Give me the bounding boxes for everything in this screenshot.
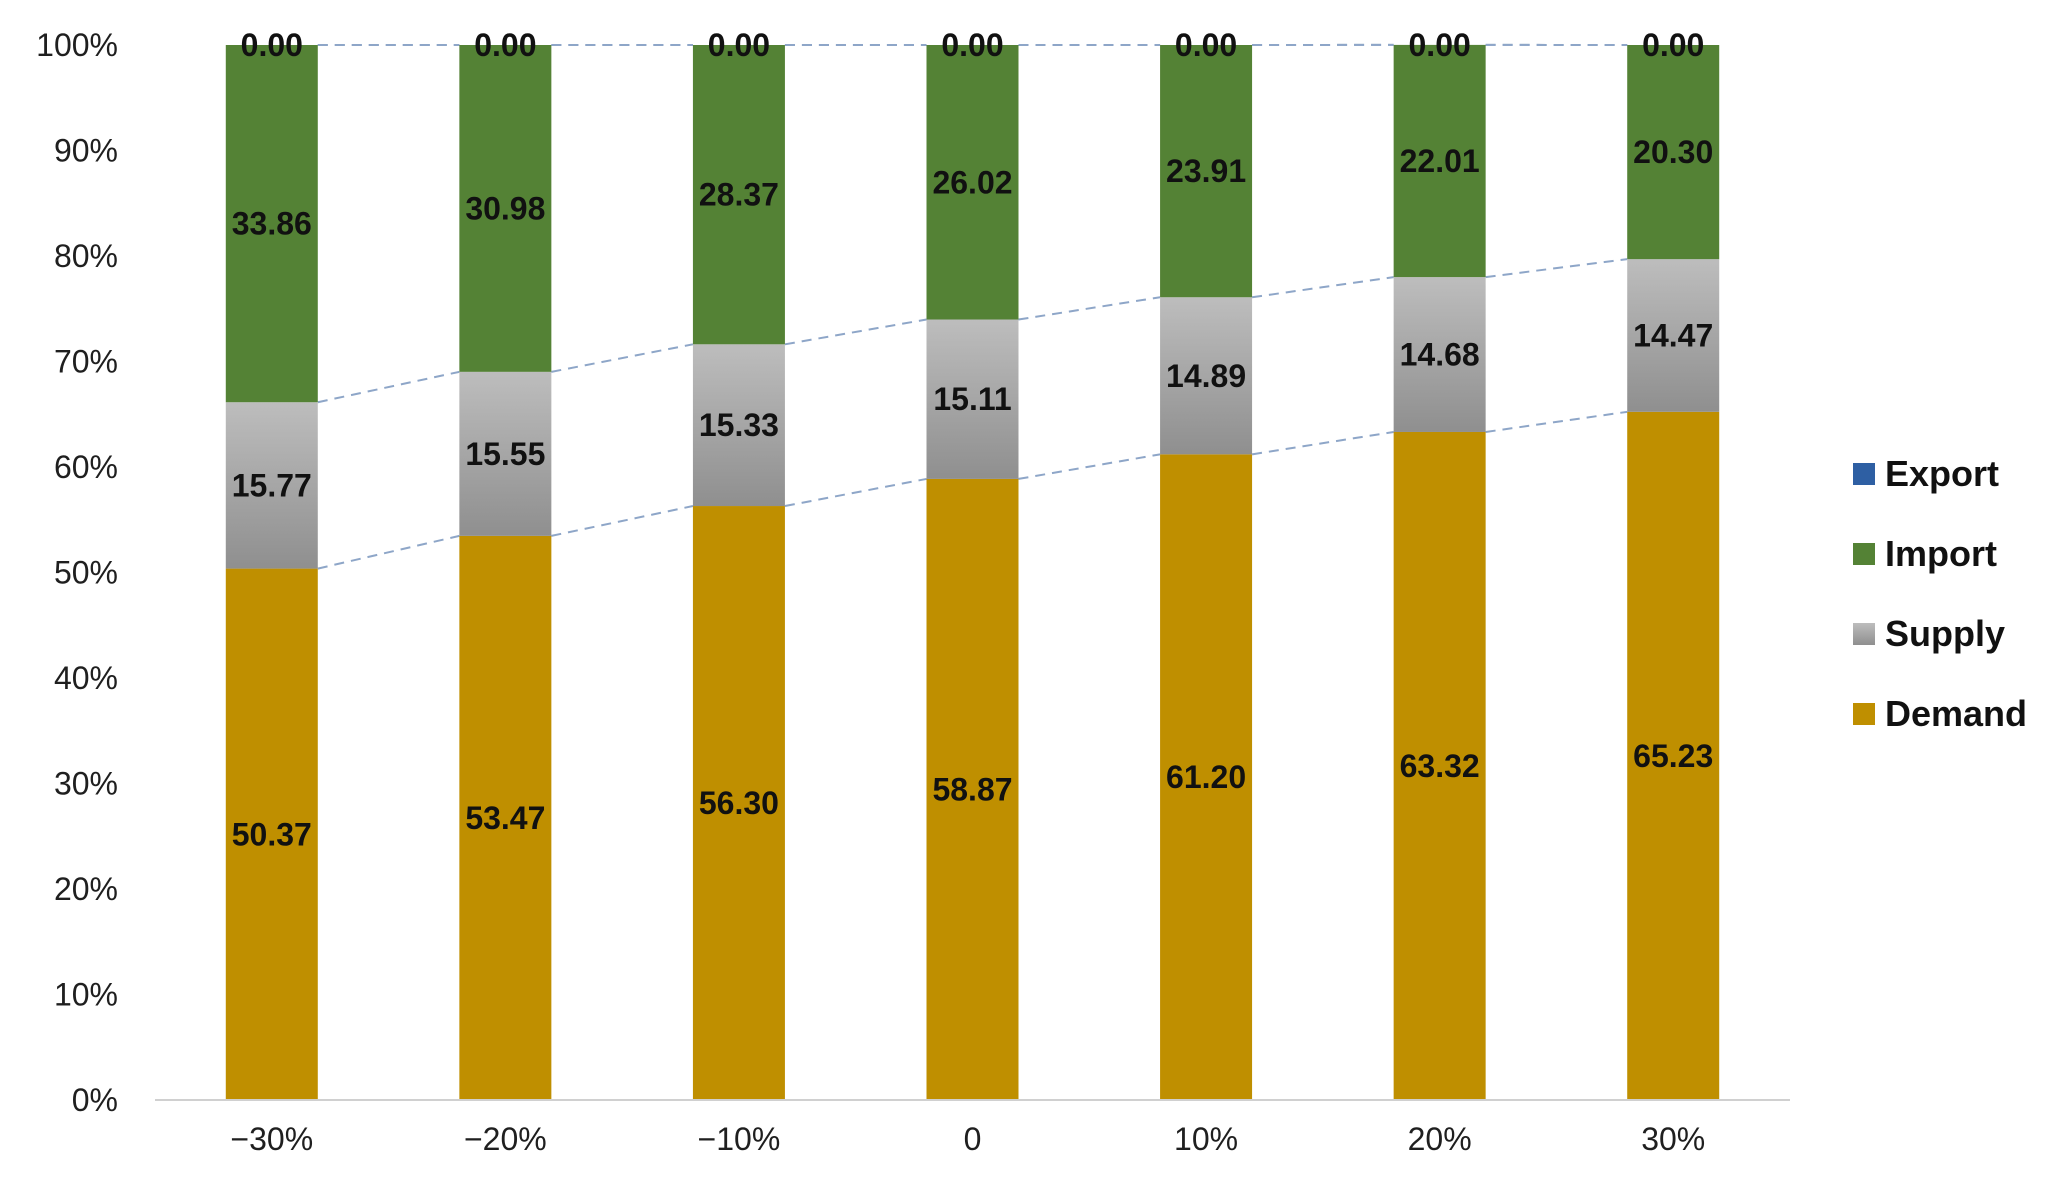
- y-tick-label: 100%: [36, 27, 118, 63]
- series-line-supply: [1486, 259, 1628, 277]
- legend: Export Import Supply Demand: [1853, 453, 2027, 734]
- y-tick-label: 90%: [54, 133, 118, 169]
- series-line-supply: [1252, 277, 1394, 297]
- y-tick-label: 80%: [54, 238, 118, 274]
- data-label-export: 0.00: [474, 27, 536, 63]
- y-tick-label: 60%: [54, 449, 118, 485]
- data-label-supply: 15.77: [232, 467, 312, 503]
- x-tick-label: −30%: [230, 1121, 313, 1157]
- data-label-demand: 56.30: [699, 785, 779, 821]
- data-label-import: 33.86: [232, 206, 312, 242]
- legend-swatch: [1853, 623, 1875, 645]
- data-label-demand: 63.32: [1400, 748, 1480, 784]
- y-tick-label: 20%: [54, 871, 118, 907]
- data-label-export: 0.00: [941, 27, 1003, 63]
- legend-label: Export: [1885, 453, 1999, 494]
- series-line-supply: [1019, 297, 1161, 319]
- data-label-export: 0.00: [1409, 27, 1471, 63]
- legend-item-import: Import: [1853, 533, 1997, 574]
- data-label-export: 0.00: [1175, 27, 1237, 63]
- x-tick-label: 20%: [1408, 1121, 1472, 1157]
- x-tick-label: 30%: [1641, 1121, 1705, 1157]
- series-line-demand: [1252, 432, 1394, 454]
- series-line-supply: [785, 320, 927, 345]
- data-label-supply: 15.11: [933, 381, 1011, 417]
- series-line-demand: [318, 536, 460, 569]
- data-label-demand: 50.37: [232, 816, 312, 852]
- data-label-export: 0.00: [241, 27, 303, 63]
- legend-label: Demand: [1885, 693, 2027, 734]
- data-label-supply: 15.55: [465, 436, 545, 472]
- data-label-supply: 14.47: [1633, 317, 1713, 353]
- data-label-demand: 61.20: [1166, 759, 1246, 795]
- legend-label: Import: [1885, 533, 1997, 574]
- y-tick-label: 10%: [54, 977, 118, 1013]
- series-line-demand: [785, 479, 927, 506]
- legend-item-demand: Demand: [1853, 693, 2027, 734]
- y-tick-label: 40%: [54, 660, 118, 696]
- legend-label: Supply: [1885, 613, 2005, 654]
- data-label-import: 26.02: [932, 164, 1012, 200]
- data-label-import: 23.91: [1166, 153, 1246, 189]
- data-label-import: 22.01: [1400, 143, 1480, 179]
- data-label-export: 0.00: [1642, 27, 1704, 63]
- data-label-demand: 53.47: [465, 800, 545, 836]
- y-tick-label: 70%: [54, 344, 118, 380]
- data-label-demand: 58.87: [932, 771, 1012, 807]
- y-tick-label: 50%: [54, 555, 118, 591]
- data-label-supply: 15.33: [699, 407, 779, 443]
- data-label-import: 20.30: [1633, 134, 1713, 170]
- data-label-import: 28.37: [699, 177, 779, 213]
- x-tick-label: −20%: [464, 1121, 547, 1157]
- legend-swatch: [1853, 463, 1875, 485]
- data-label-import: 30.98: [465, 190, 545, 226]
- x-tick-label: −10%: [698, 1121, 781, 1157]
- data-label-supply: 14.68: [1400, 337, 1480, 373]
- y-tick-label: 0%: [72, 1082, 118, 1118]
- data-label-export: 0.00: [708, 27, 770, 63]
- legend-swatch: [1853, 703, 1875, 725]
- data-label-demand: 65.23: [1633, 738, 1713, 774]
- y-tick-label: 30%: [54, 766, 118, 802]
- series-line-demand: [1486, 412, 1628, 432]
- series-line-supply: [318, 372, 460, 402]
- series-line-demand: [551, 506, 693, 536]
- legend-item-supply: Supply: [1853, 613, 2005, 654]
- legend-item-export: Export: [1853, 453, 1999, 494]
- data-label-supply: 14.89: [1166, 358, 1246, 394]
- series-line-supply: [551, 344, 693, 372]
- x-tick-label: 10%: [1174, 1121, 1238, 1157]
- series-line-demand: [1019, 454, 1161, 479]
- legend-swatch: [1853, 543, 1875, 565]
- x-tick-label: 0: [964, 1121, 982, 1157]
- bars: [226, 45, 1719, 1100]
